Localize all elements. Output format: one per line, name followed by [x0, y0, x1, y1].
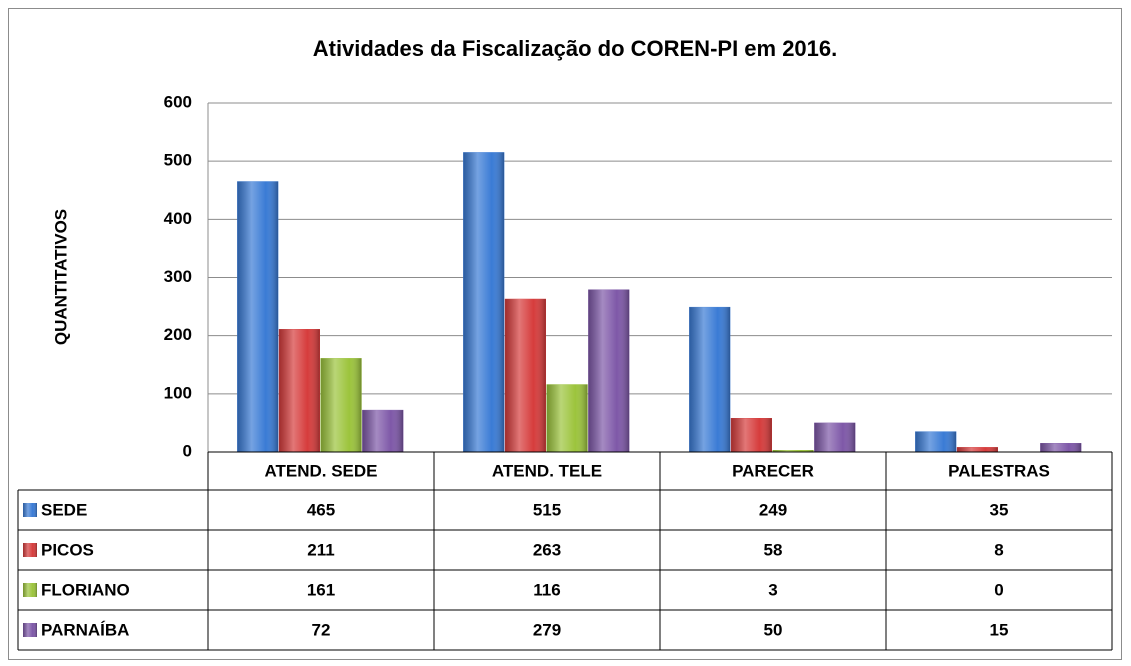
legend-label: SEDE: [41, 500, 87, 519]
x-tick-label: PALESTRAS: [948, 461, 1050, 480]
bar-shade: [546, 384, 588, 452]
table-value: 279: [533, 620, 561, 639]
y-tick-label: 400: [164, 209, 192, 228]
bar-shade: [957, 447, 998, 452]
table-value: 15: [990, 620, 1009, 639]
bar-shade: [237, 181, 279, 452]
bar-shade: [814, 422, 856, 452]
bar-shade: [463, 152, 505, 453]
x-tick-label: ATEND. TELE: [492, 461, 602, 480]
table-value: 0: [994, 580, 1003, 599]
bar-shade: [362, 410, 404, 452]
y-tick-label: 0: [183, 441, 192, 460]
table-value: 3: [768, 580, 777, 599]
x-tick-label: PARECER: [732, 461, 814, 480]
table-value: 211: [307, 540, 334, 559]
y-tick-label: 600: [164, 92, 192, 111]
bar-shade: [588, 289, 630, 452]
table-value: 58: [764, 540, 783, 559]
legend-label: PICOS: [41, 540, 94, 559]
chart-border: [8, 8, 1122, 660]
table-value: 161: [307, 580, 335, 599]
table-value: 249: [759, 500, 787, 519]
legend-swatch-shade: [23, 583, 37, 597]
table-value: 515: [533, 500, 561, 519]
table-value: 465: [307, 500, 335, 519]
y-tick-label: 300: [164, 267, 192, 286]
bar-shade: [689, 307, 731, 452]
table-value: 35: [990, 500, 1009, 519]
bar-shade: [915, 431, 957, 452]
legend-label: FLORIANO: [41, 580, 130, 599]
y-tick-label: 500: [164, 151, 192, 170]
bar-shade: [279, 329, 320, 452]
y-axis-label: QUANTITATIVOS: [51, 209, 70, 345]
bar-shade: [772, 450, 814, 452]
table-value: 72: [312, 620, 331, 639]
bar-shade: [731, 418, 772, 452]
bar-shade: [505, 299, 546, 452]
legend-swatch-shade: [23, 623, 37, 637]
legend-swatch-shade: [23, 543, 37, 557]
y-tick-label: 100: [164, 383, 192, 402]
table-value: 263: [533, 540, 561, 559]
legend-label: PARNAÍBA: [41, 620, 129, 639]
table-value: 8: [994, 540, 1003, 559]
table-value: 116: [533, 580, 560, 599]
chart-title: Atividades da Fiscalização do COREN-PI e…: [313, 36, 838, 61]
bar-shade: [1040, 443, 1082, 452]
x-tick-label: ATEND. SEDE: [264, 461, 377, 480]
table-value: 50: [764, 620, 783, 639]
bar-shade: [320, 358, 362, 452]
legend-swatch-shade: [23, 503, 37, 517]
y-tick-label: 200: [164, 325, 192, 344]
